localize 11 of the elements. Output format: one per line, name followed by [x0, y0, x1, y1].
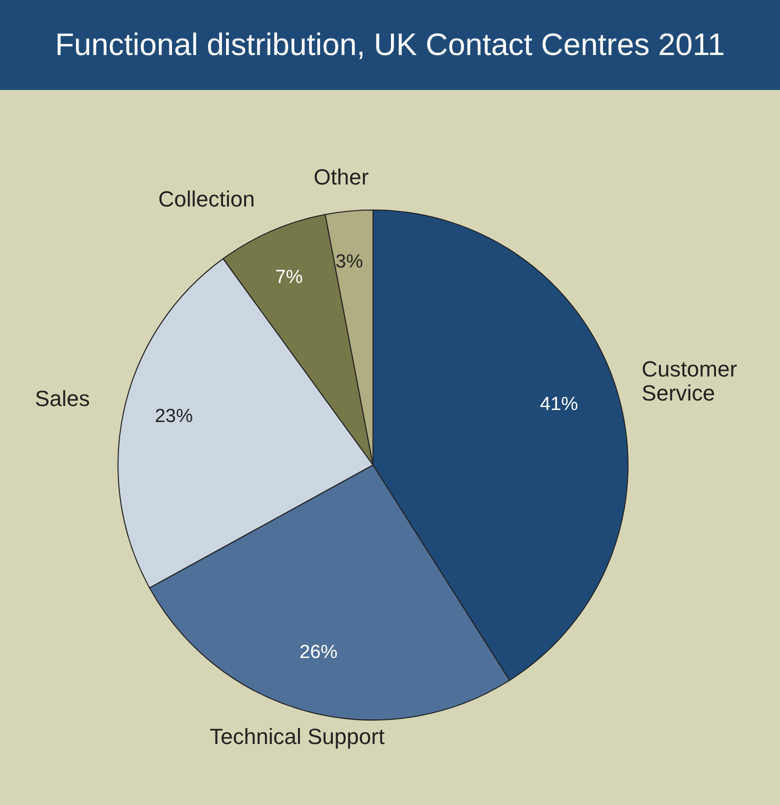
data-label: 3% [336, 251, 364, 272]
slice-label: Collection [158, 186, 255, 211]
chart-title: Functional distribution, UK Contact Centres 2011 [0, 0, 780, 90]
slice-label: Customer Service [642, 356, 738, 405]
slice-label: Technical Support [210, 724, 385, 749]
data-label: 26% [300, 642, 338, 664]
data-label: 7% [275, 266, 303, 288]
data-label: 41% [540, 394, 578, 416]
slice-label: Other [314, 164, 369, 189]
data-label: 23% [154, 406, 194, 428]
slice-label: Sales [34, 385, 90, 410]
